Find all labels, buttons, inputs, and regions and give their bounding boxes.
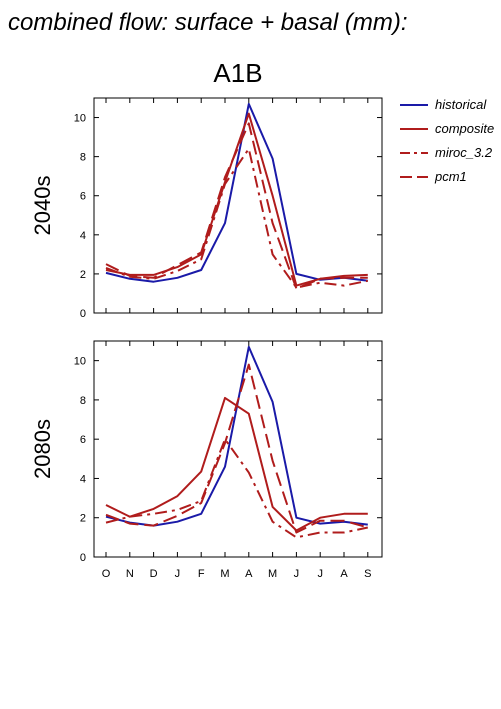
legend: historical composite miroc_3.2 pcm1 xyxy=(400,97,494,184)
x-tick-label: M xyxy=(268,568,277,580)
y-tick-label: 4 xyxy=(80,473,86,485)
y-tick-label: 2 xyxy=(80,269,86,281)
y-axis-label: 2080s xyxy=(30,419,55,479)
y-tick-label: 8 xyxy=(80,395,86,407)
x-tick-label: J xyxy=(175,568,181,580)
x-tick-label: F xyxy=(198,568,205,580)
y-axis-label: 2040s xyxy=(30,176,55,236)
x-tick-label: A xyxy=(340,568,348,580)
figure-title: combined flow: surface + basal (mm): xyxy=(8,9,407,36)
y-tick-label: 2 xyxy=(80,513,86,525)
series-line-miroc-3-2 xyxy=(105,147,368,289)
y-tick-label: 6 xyxy=(80,434,86,446)
y-tick-label: 6 xyxy=(80,191,86,203)
chart-panel-2080s: 0 2 4 6 8 10 O N D J F M A M J J A S 2080s xyxy=(30,340,383,580)
chart-panel-2040s: 0 2 4 6 8 10 2040s xyxy=(30,97,383,320)
series-line-composite xyxy=(105,112,368,287)
x-tick-label: D xyxy=(150,568,158,580)
series-line-composite xyxy=(105,396,368,532)
y-tick-label: 8 xyxy=(80,152,86,164)
x-tick-label: O xyxy=(102,568,111,580)
x-tick-label: S xyxy=(364,568,371,580)
x-tick-label: J xyxy=(294,568,300,580)
figure-subtitle: A1B xyxy=(213,58,262,88)
legend-label: composite xyxy=(435,121,494,136)
series-line-miroc-3-2 xyxy=(105,438,369,539)
legend-label: pcm1 xyxy=(434,169,467,184)
series-line-historical xyxy=(105,102,368,283)
legend-label: miroc_3.2 xyxy=(435,145,493,160)
x-tick-label: N xyxy=(126,568,134,580)
plot-frame xyxy=(93,97,383,314)
series-line-historical xyxy=(105,345,368,527)
x-tick-label: A xyxy=(245,568,253,580)
y-tick-label: 4 xyxy=(80,230,86,242)
y-tick-label: 0 xyxy=(80,552,86,564)
chart-panels: 0 2 4 6 8 10 2040s 0 2 4 6 8 10 O N D J F M A M J J A S 2080s xyxy=(30,97,383,580)
x-tick-label: J xyxy=(317,568,323,580)
plot-frame xyxy=(93,340,383,558)
legend-label: historical xyxy=(435,97,487,112)
y-tick-label: 10 xyxy=(74,356,86,368)
series-line-pcm1 xyxy=(105,122,368,290)
series-line-pcm1 xyxy=(105,363,369,534)
y-tick-label: 0 xyxy=(80,308,86,320)
x-tick-label: M xyxy=(220,568,229,580)
y-tick-label: 10 xyxy=(74,113,86,125)
